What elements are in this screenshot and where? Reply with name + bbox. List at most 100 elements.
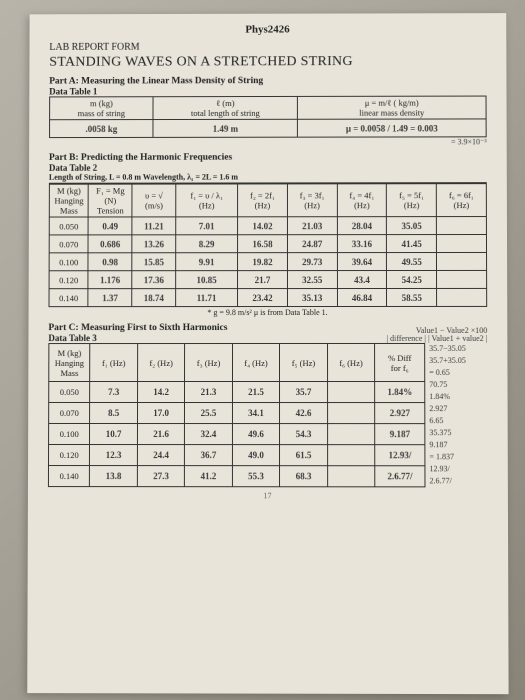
cell: 61.5 (280, 445, 328, 466)
margin-calculations: 35.7−35.0535.7+35.05= 0.6570.751.84%2.92… (429, 343, 488, 487)
cell: 14.02 (238, 217, 288, 235)
t2-h7: f₄ = 4f₁(Hz) (337, 184, 387, 217)
cell (327, 424, 375, 445)
cell: 21.03 (287, 217, 337, 235)
cell: 8.5 (90, 403, 137, 424)
cell: 0.100 (49, 424, 90, 445)
cell: 0.140 (48, 466, 89, 487)
cell: 8.29 (176, 235, 238, 253)
cell: 11.71 (176, 289, 238, 307)
cell: 11.21 (132, 217, 176, 235)
t2-h6: f₃ = 3f₁(Hz) (287, 184, 337, 217)
cell: 1.84% (375, 382, 425, 403)
cell: 21.3 (185, 382, 232, 403)
cell: 0.070 (49, 235, 88, 253)
cell: 42.6 (280, 403, 328, 424)
cell: 18.74 (132, 289, 176, 307)
cell: 0.98 (88, 253, 132, 271)
lab-form-label: LAB REPORT FORM (49, 41, 486, 53)
margin-note: 12.93/ (429, 463, 487, 475)
cell: 21.7 (238, 271, 288, 289)
t1-h-mu-bot: linear mass density (301, 107, 482, 117)
margin-note: = 1.837 (429, 451, 487, 463)
cell: 35.13 (287, 289, 337, 307)
cell: 41.2 (185, 466, 233, 487)
cell: 16.58 (238, 235, 288, 253)
t1-mass-value: .0058 kg (50, 120, 154, 138)
cell: 12.93/ (375, 445, 425, 466)
table-row: 0.14013.827.341.255.368.32.6.77/ (48, 466, 425, 487)
t2-h4: f₁ = υ / λ₁(Hz) (176, 184, 238, 217)
cell: 28.04 (337, 217, 387, 235)
t3-h8: % Diff for f₆ (375, 343, 425, 381)
cell: 35.05 (387, 217, 437, 235)
part-b-heading: Part B: Predicting the Harmonic Frequenc… (49, 152, 487, 163)
cell: 13.26 (132, 235, 176, 253)
cell: 9.91 (176, 253, 238, 271)
cell: 46.84 (337, 288, 387, 306)
cell: 7.3 (90, 382, 137, 403)
t1-h-mu-top: μ = m/ℓ ( kg/m) (301, 98, 482, 108)
page-number: 17 (48, 491, 488, 500)
cell: 7.01 (176, 217, 238, 235)
course-code: Phys2426 (49, 23, 486, 36)
table-row: 0.1201.17617.3610.8521.732.5543.454.25 (49, 270, 487, 288)
margin-note: 9.187 (429, 439, 487, 451)
t3-h3: f₂ (Hz) (137, 344, 184, 382)
cell: 0.140 (49, 289, 88, 307)
cell: 10.85 (176, 271, 238, 289)
table-row: 0.0708.517.025.534.142.62.927 (49, 403, 425, 424)
cell: 21.5 (232, 382, 279, 403)
cell: 0.120 (48, 445, 89, 466)
t2-h1: M (kg) Hanging Mass (49, 184, 88, 217)
cell: 14.2 (137, 382, 184, 403)
table-row: 0.12012.324.436.749.061.512.93/ (48, 445, 424, 466)
cell: 68.3 (280, 466, 328, 487)
cell: 19.82 (238, 253, 288, 271)
cell: 36.7 (185, 445, 233, 466)
t3-h6: f₅ (Hz) (280, 343, 328, 381)
cell: 58.55 (387, 288, 437, 306)
cell: 24.87 (287, 235, 337, 253)
t1-side-note: = 3.9×10⁻³ (49, 137, 487, 147)
cell: 43.4 (337, 271, 387, 289)
cell: 13.8 (90, 466, 137, 487)
cell: 49.55 (387, 253, 437, 271)
margin-note: 70.75 (429, 379, 487, 391)
cell (327, 466, 375, 487)
cell: 0.120 (49, 271, 88, 289)
cell (437, 288, 487, 306)
margin-note: = 0.65 (429, 367, 487, 379)
cell: 54.3 (280, 424, 328, 445)
pc-side2: | difference | | Value1 + value2 | (386, 335, 487, 343)
cell (327, 403, 375, 424)
cell: 54.25 (387, 270, 437, 288)
data-table-2-label: Data Table 2 (49, 162, 487, 173)
table-row: 0.0507.314.221.321.535.7 1.84% (49, 382, 425, 403)
cell: 27.3 (137, 466, 185, 487)
t1-h-mass: m (kg) mass of string (50, 97, 154, 120)
table-row: 0.0700.68613.268.2916.5824.8733.1641.45 (49, 234, 486, 252)
table-row: 0.1000.9815.859.9119.8229.7339.6449.55 (49, 252, 486, 270)
t2-h9: f₆ = 6f₁(Hz) (436, 184, 486, 217)
margin-note: 6.65 (429, 415, 487, 427)
t3-h1: M (kg) Hanging Mass (49, 344, 90, 382)
cell: 15.85 (132, 253, 176, 271)
t3-h4: f₃ (Hz) (185, 344, 232, 382)
experiment-title: STANDING WAVES ON A STRETCHED STRING (49, 54, 486, 71)
t1-mu-value: μ = 0.0058 / 1.49 = 0.003 (298, 119, 487, 137)
cell: 0.050 (49, 382, 90, 403)
cell: 17.0 (137, 403, 184, 424)
margin-note: 2.6.77/ (429, 475, 487, 487)
cell: 17.36 (132, 271, 176, 289)
cell: 39.64 (337, 253, 387, 271)
t3-h2: f₁ (Hz) (90, 344, 137, 382)
cell: 24.4 (137, 445, 184, 466)
cell: 0.100 (49, 253, 88, 271)
lab-report-page: Phys2426 LAB REPORT FORM STANDING WAVES … (27, 13, 508, 694)
t2-footnote: * g = 9.8 m/s² μ is from Data Table 1. (48, 308, 487, 317)
cell: 29.73 (287, 253, 337, 271)
t1-h-mass-bot: mass of string (53, 108, 150, 118)
cell: 35.7 (280, 382, 328, 403)
data-table-3-label: Data Table 3 (48, 333, 227, 343)
